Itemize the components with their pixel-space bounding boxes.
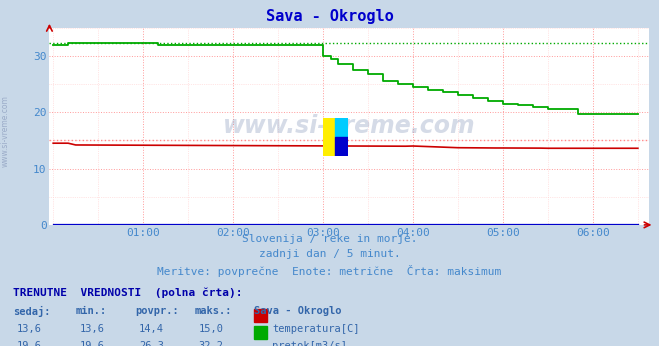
Text: TRENUTNE  VREDNOSTI  (polna črta):: TRENUTNE VREDNOSTI (polna črta): [13,287,243,298]
Text: 32,2: 32,2 [198,341,223,346]
Text: Slovenija / reke in morje.: Slovenija / reke in morje. [242,234,417,244]
Text: 15,0: 15,0 [198,324,223,334]
Text: Sava - Okroglo: Sava - Okroglo [266,9,393,24]
Bar [335,137,348,156]
Text: 14,4: 14,4 [139,324,164,334]
Text: 19,6: 19,6 [17,341,42,346]
Text: 13,6: 13,6 [17,324,42,334]
Text: 13,6: 13,6 [80,324,105,334]
Text: pretok[m3/s]: pretok[m3/s] [272,341,347,346]
Text: 26,3: 26,3 [139,341,164,346]
Text: povpr.:: povpr.: [135,306,179,316]
Text: maks.:: maks.: [194,306,232,316]
Text: sedaj:: sedaj: [13,306,51,317]
Text: Meritve: povprečne  Enote: metrične  Črta: maksimum: Meritve: povprečne Enote: metrične Črta:… [158,265,501,277]
Text: 19,6: 19,6 [80,341,105,346]
Text: Sava - Okroglo: Sava - Okroglo [254,306,341,316]
Text: zadnji dan / 5 minut.: zadnji dan / 5 minut. [258,249,401,259]
Bar [323,118,335,156]
Text: temperatura[C]: temperatura[C] [272,324,360,334]
Bar [335,118,348,137]
Text: www.si-vreme.com: www.si-vreme.com [1,95,10,167]
Text: min.:: min.: [76,306,107,316]
Text: www.si-vreme.com: www.si-vreme.com [223,114,476,138]
